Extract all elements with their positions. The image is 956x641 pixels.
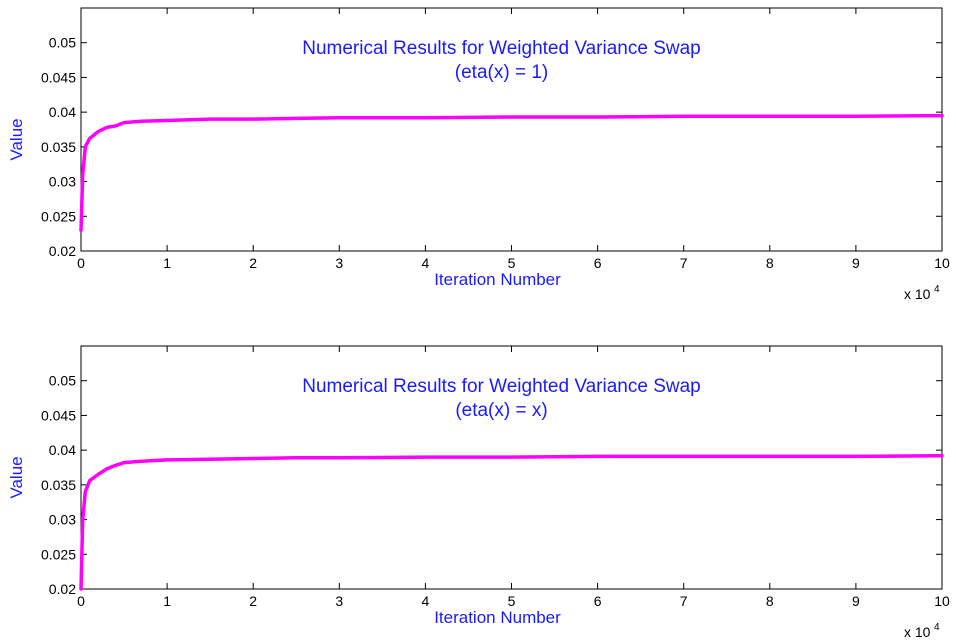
chart-subtitle: (eta(x) = 1) [455,62,548,83]
x-tick-label: 8 [766,593,774,609]
x-tick-label: 5 [508,255,516,271]
y-tick-label: 0.05 [49,373,76,389]
y-tick-label: 0.03 [49,512,76,528]
x-tick-label: 2 [249,255,257,271]
x-tick-label: 4 [422,593,430,609]
x-tick-label: 3 [335,593,343,609]
x-tick-label: 8 [766,255,774,271]
chart-title: Numerical Results for Weighted Variance … [302,38,700,59]
series-line [79,453,944,591]
y-tick-label: 0.025 [41,546,76,562]
x-tick-label: 0 [77,255,85,271]
x-tick-label: 1 [163,593,171,609]
y-tick-label: 0.05 [49,35,76,51]
x-tick-label: 1 [163,255,171,271]
x-axis-label: Iteration Number [434,608,561,627]
x-tick-label: 6 [594,593,602,609]
chart-subtitle: (eta(x) = x) [455,400,547,421]
x-tick-label: 10 [934,593,950,609]
y-tick-label: 0.04 [49,442,76,458]
x-multiplier-exponent: 4 [934,284,940,295]
y-tick-label: 0.02 [49,581,76,597]
x-tick-label: 7 [680,593,688,609]
x-axis-label: Iteration Number [434,270,561,289]
x-tick-label: 4 [422,255,430,271]
y-axis-label: Value [7,118,26,160]
y-tick-label: 0.03 [49,174,76,190]
y-axis-label: Value [7,456,26,498]
y-tick-label: 0.04 [49,104,76,120]
y-tick-label: 0.045 [41,69,76,85]
chart-top: 0 1 2 3 4 5 6 7 8 9 10 0.02 0.025 0.03 0.035 0.04 0.045 0… [7,7,950,302]
x-tick-label: 5 [508,593,516,609]
x-tick-label: 7 [680,255,688,271]
x-multiplier-base: x 10 [904,624,931,640]
chart-bottom: 0 1 2 3 4 5 6 7 8 9 10 0.02 0.025 0.03 0.035 0.04 0.045 0… [7,345,950,640]
x-tick-label: 2 [249,593,257,609]
x-tick-label: 0 [77,593,85,609]
x-multiplier-exponent: 4 [934,622,940,633]
y-tick-label: 0.035 [41,139,76,155]
x-tick-label: 10 [934,255,950,271]
series-line [79,113,944,232]
y-tick-label: 0.035 [41,477,76,493]
x-tick-label: 3 [335,255,343,271]
x-tick-label: 9 [852,593,860,609]
x-multiplier-base: x 10 [904,286,931,302]
x-tick-label: 9 [852,255,860,271]
x-tick-label: 6 [594,255,602,271]
y-tick-label: 0.025 [41,208,76,224]
y-tick-label: 0.02 [49,243,76,259]
chart-title: Numerical Results for Weighted Variance … [302,376,700,397]
y-tick-label: 0.045 [41,407,76,423]
